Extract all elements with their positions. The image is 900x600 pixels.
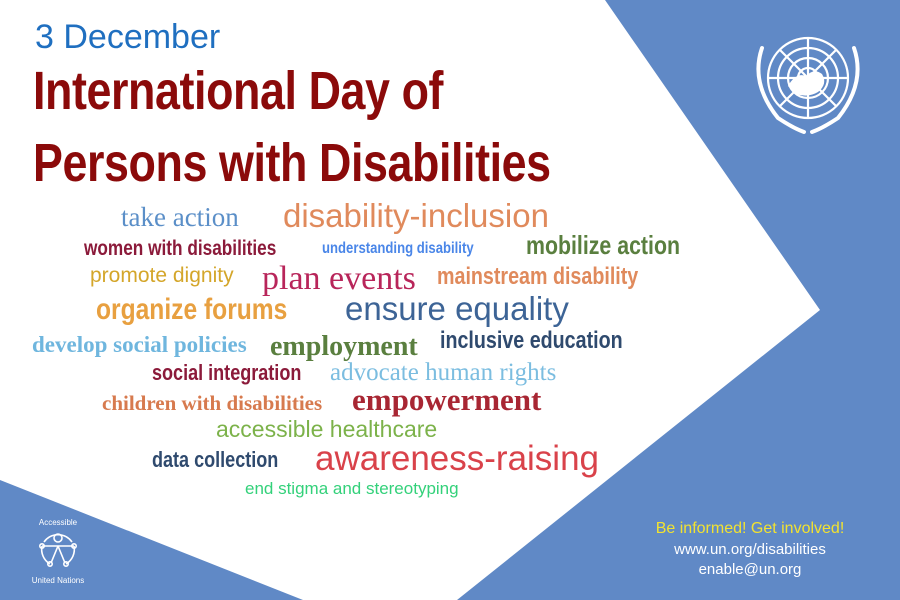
event-date: 3 December bbox=[35, 18, 221, 56]
title-line-1: International Day of bbox=[33, 61, 444, 121]
word-cloud-item: plan events bbox=[262, 260, 416, 297]
title-line-2: Persons with Disabilities bbox=[33, 133, 551, 193]
word-cloud-item: children with disabilities bbox=[102, 391, 323, 415]
accessible-un-logo: Accessible United Nations bbox=[24, 518, 92, 585]
word-cloud-item: ensure equality bbox=[345, 290, 569, 327]
word-cloud-item: accessible healthcare bbox=[216, 416, 438, 442]
word-cloud-item: take action bbox=[121, 202, 239, 232]
word-cloud-item: organize forums bbox=[96, 293, 288, 326]
word-cloud-item: employment bbox=[270, 331, 418, 362]
word-cloud-item: advocate human rights bbox=[330, 359, 557, 386]
un-emblem-icon bbox=[756, 36, 860, 134]
accessible-label: Accessible bbox=[38, 518, 78, 527]
word-cloud-item: end stigma and stereotyping bbox=[245, 479, 459, 498]
word-cloud-item: social integration bbox=[152, 360, 302, 385]
word-cloud-item: data collection bbox=[152, 447, 279, 472]
email-link[interactable]: enable@un.org bbox=[698, 561, 802, 578]
word-cloud-item: mobilize action bbox=[526, 230, 681, 260]
word-cloud-item: women with disabilities bbox=[84, 237, 277, 260]
word-cloud-item: empowerment bbox=[352, 382, 542, 417]
word-cloud-item: understanding disability bbox=[322, 240, 474, 257]
contact-block: Be informed! Get involved! www.un.org/di… bbox=[600, 520, 900, 578]
blue-bottom-left-shape bbox=[0, 480, 303, 600]
united-nations-label: United Nations bbox=[31, 576, 85, 585]
word-cloud-item: develop social policies bbox=[32, 332, 247, 357]
word-cloud-item: disability-inclusion bbox=[283, 197, 549, 234]
word-cloud-item: awareness-raising bbox=[315, 439, 600, 478]
blue-right-shape bbox=[457, 0, 900, 600]
website-link[interactable]: www.un.org/disabilities bbox=[674, 541, 826, 558]
word-cloud-item: mainstream disability bbox=[437, 263, 639, 290]
tagline: Be informed! Get involved! bbox=[655, 520, 845, 537]
word-cloud-item: promote dignity bbox=[90, 264, 234, 287]
word-cloud-item: inclusive education bbox=[440, 327, 623, 354]
accessibility-person-icon bbox=[38, 533, 77, 567]
